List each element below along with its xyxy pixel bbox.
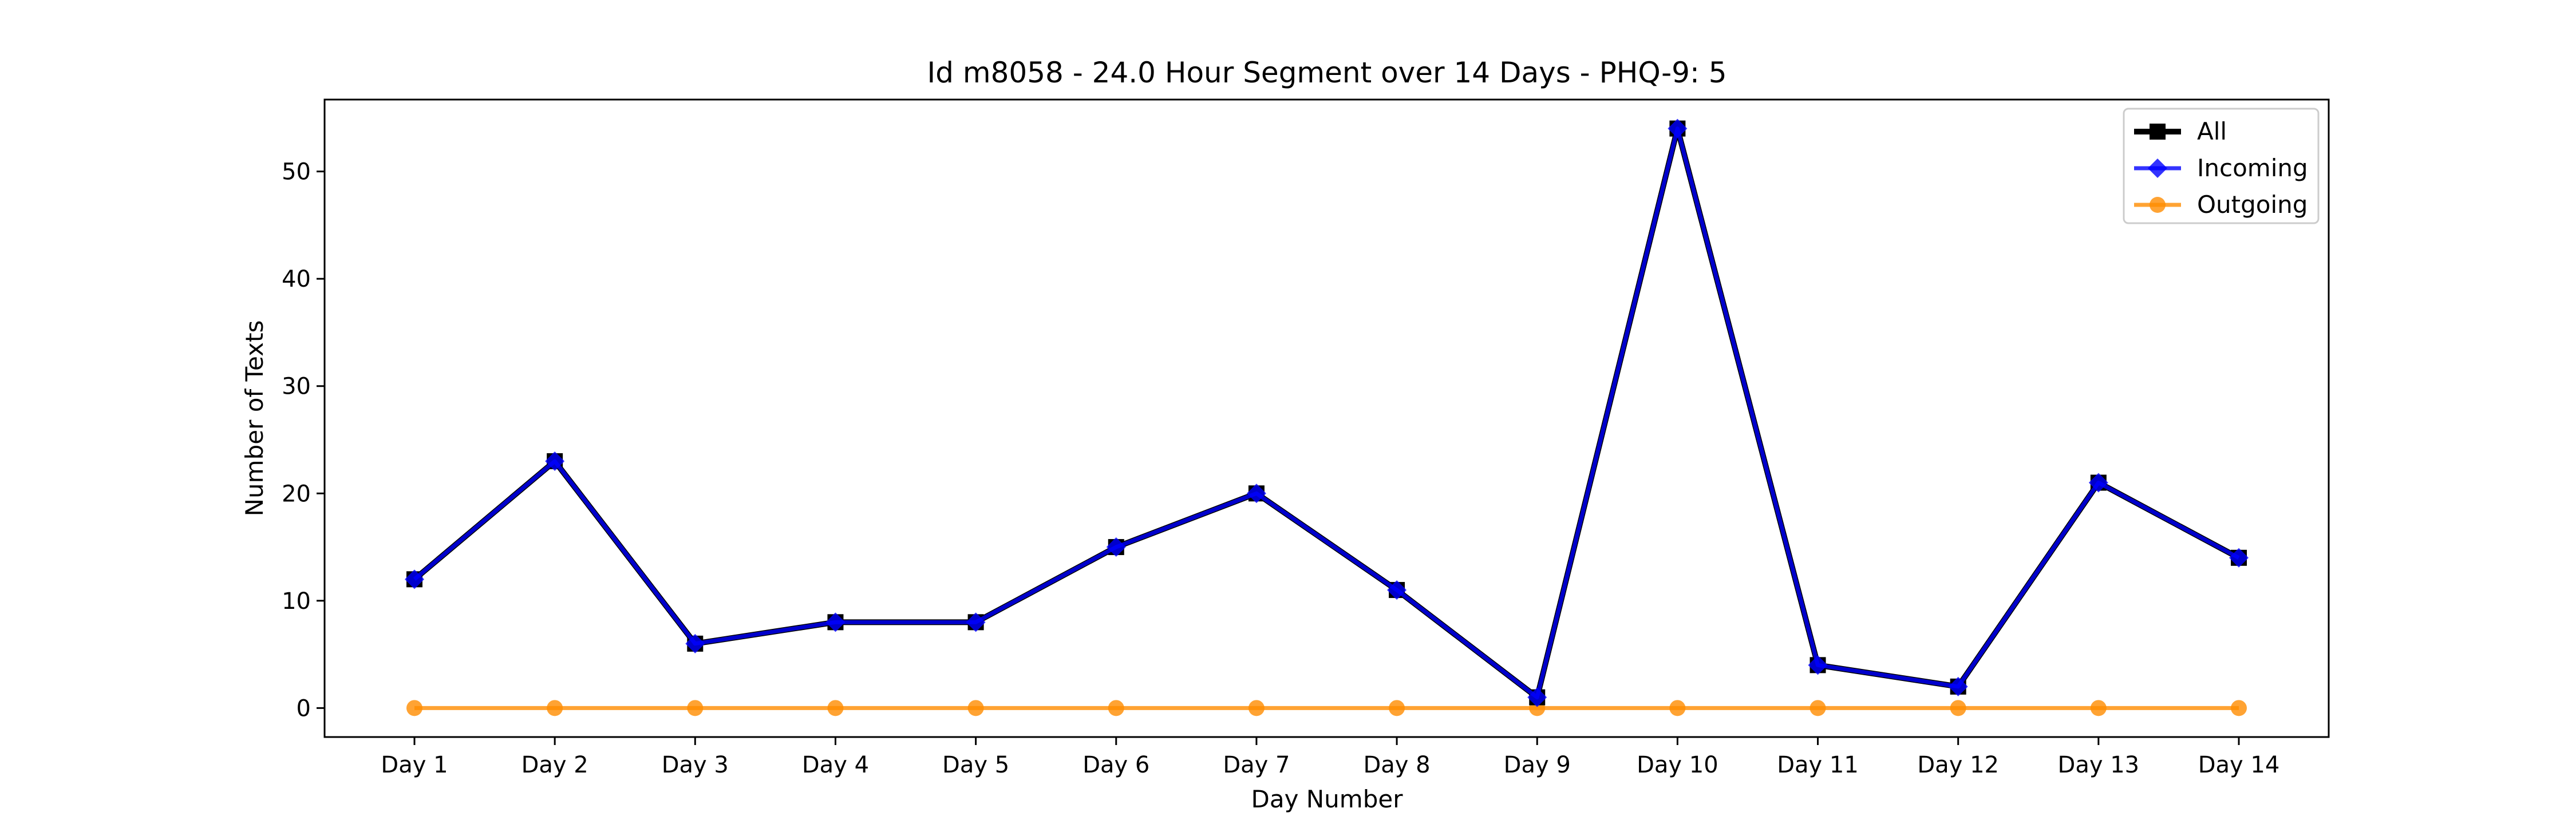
plot-area-frame	[323, 98, 2330, 738]
series-line-all	[412, 125, 2241, 700]
x-tick-label: Day 7	[1223, 752, 1290, 778]
y-tick-label: 30	[282, 374, 311, 400]
y-axis-ticks: 0 10 20 30 40 50	[282, 159, 325, 722]
data-point-outgoing	[1248, 700, 1265, 716]
data-point-outgoing	[2231, 700, 2247, 716]
data-point-outgoing	[967, 700, 984, 716]
data-point-incoming	[2088, 473, 2108, 493]
data-point-outgoing	[1950, 700, 1966, 716]
data-point-outgoing	[406, 700, 422, 716]
legend: All Incoming Outgoing	[2123, 108, 2320, 224]
legend-swatch-marker	[2150, 124, 2166, 140]
data-point-incoming	[1948, 676, 1968, 696]
data-point-outgoing	[1108, 700, 1124, 716]
x-tick-label: Day 8	[1363, 752, 1430, 778]
data-point-outgoing	[1389, 700, 1405, 716]
x-axis-ticks: Day 1 Day 2 Day 3 Day 4 Day 5 Day 6 Day 7 Day 8…	[381, 737, 2279, 778]
legend-label-all: All	[2197, 117, 2227, 145]
legend-swatch-marker	[2148, 159, 2167, 178]
y-tick-label: 10	[282, 588, 311, 615]
x-tick-label: Day 3	[662, 752, 729, 778]
data-point-incoming	[545, 451, 565, 472]
data-point-outgoing	[687, 700, 704, 716]
x-axis-label: Day Number	[1251, 785, 1403, 813]
data-point-outgoing	[1809, 700, 1826, 716]
data-point-incoming	[2229, 548, 2249, 568]
x-tick-label: Day 13	[2058, 752, 2140, 778]
x-tick-label: Day 11	[1777, 752, 1859, 778]
series-layer	[405, 118, 2249, 716]
x-tick-label: Day 12	[1917, 752, 1999, 778]
legend-item-all: All	[2134, 117, 2227, 145]
y-tick-label: 40	[282, 266, 311, 292]
data-point-incoming	[1387, 580, 1407, 600]
x-tick-label: Day 9	[1504, 752, 1571, 778]
legend-label-incoming: Incoming	[2197, 154, 2308, 182]
series-line-incoming	[413, 126, 2240, 700]
y-tick-label: 0	[297, 695, 311, 722]
data-point-incoming	[685, 633, 705, 653]
data-point-incoming	[966, 612, 986, 632]
x-tick-label: Day 5	[942, 752, 1009, 778]
x-tick-label: Day 2	[521, 752, 588, 778]
data-point-incoming	[1668, 118, 1688, 138]
data-point-incoming	[1527, 687, 1547, 707]
series-outgoing	[406, 700, 2247, 716]
data-point-outgoing	[1669, 700, 1686, 716]
legend-item-incoming: Incoming	[2134, 154, 2308, 182]
x-tick-label: Day 1	[381, 752, 448, 778]
data-point-outgoing	[827, 700, 844, 716]
x-tick-label: Day 14	[2198, 752, 2280, 778]
legend-swatch-marker	[2150, 197, 2166, 213]
y-tick-label: 50	[282, 159, 311, 185]
chart-title: Id m8058 - 24.0 Hour Segment over 14 Day…	[927, 56, 1726, 89]
series-incoming	[405, 118, 2249, 707]
data-point-incoming	[1106, 537, 1126, 557]
legend-label-outgoing: Outgoing	[2197, 191, 2308, 219]
series-all	[406, 120, 2247, 706]
data-point-incoming	[1808, 655, 1828, 675]
y-tick-label: 20	[282, 481, 311, 507]
x-tick-label: Day 6	[1082, 752, 1149, 778]
x-tick-label: Day 4	[802, 752, 869, 778]
x-tick-label: Day 10	[1637, 752, 1718, 778]
data-point-incoming	[1246, 484, 1266, 504]
data-point-incoming	[825, 612, 846, 632]
y-axis-label: Number of Texts	[240, 320, 268, 517]
data-point-outgoing	[2090, 700, 2107, 716]
legend-item-outgoing: Outgoing	[2134, 191, 2308, 219]
data-point-incoming	[405, 569, 424, 589]
data-point-outgoing	[547, 700, 563, 716]
legend-frame	[2123, 108, 2320, 224]
